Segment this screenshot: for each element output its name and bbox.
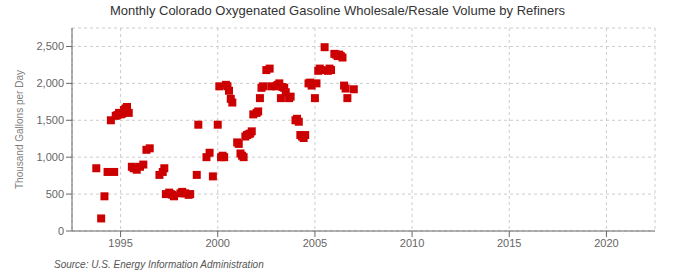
svg-text:500: 500	[46, 188, 64, 200]
svg-text:2010: 2010	[400, 237, 424, 249]
svg-text:1,000: 1,000	[36, 151, 64, 163]
svg-text:2,000: 2,000	[36, 77, 64, 89]
svg-text:2020: 2020	[594, 237, 618, 249]
svg-text:0: 0	[58, 225, 64, 237]
svg-text:2005: 2005	[303, 237, 327, 249]
svg-text:1995: 1995	[108, 237, 132, 249]
svg-text:2015: 2015	[497, 237, 521, 249]
svg-text:2000: 2000	[206, 237, 230, 249]
svg-text:1,500: 1,500	[36, 114, 64, 126]
html-text:Monthly Colorado Oxygenated Ga: Monthly Colorado Oxygenated Gasoline Who…	[109, 3, 566, 18]
svg-text:Thousand Gallons per Day: Thousand Gallons per Day	[14, 70, 25, 189]
svg-text:2,500: 2,500	[36, 40, 64, 52]
html-text:Source: U.S. Energy Informatio: Source: U.S. Energy Information Administ…	[54, 259, 264, 270]
